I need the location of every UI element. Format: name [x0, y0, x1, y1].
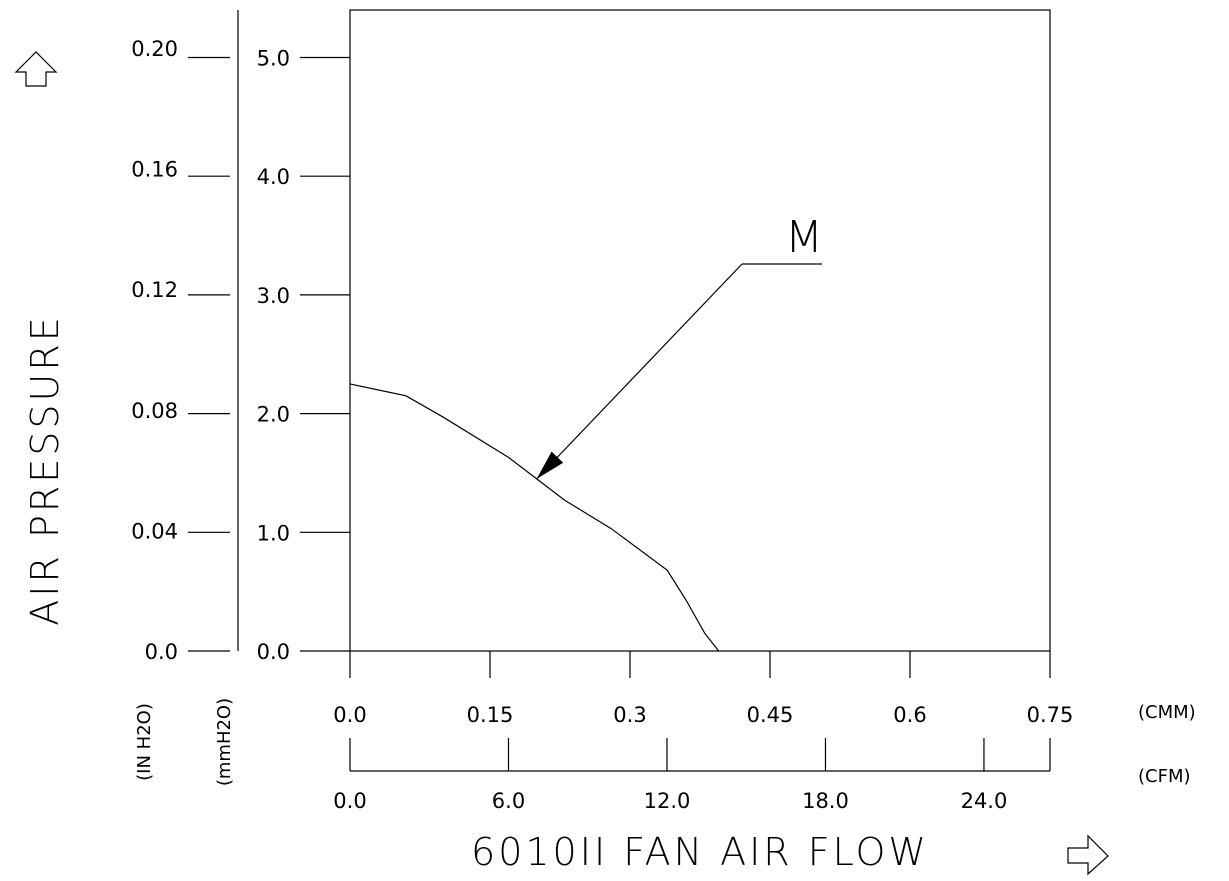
x-tick-label-cfm: 18.0	[802, 789, 849, 813]
x-tick-label-cfm: 12.0	[644, 789, 691, 813]
y-axis-title-group: AIR PRESSURE	[14, 51, 67, 626]
x-axis-title-group: 6010II FAN AIR FLOW	[471, 830, 1109, 876]
y-tick-label-mmh2o: 5.0	[257, 46, 290, 70]
x-tick-label-cfm: 24.0	[961, 789, 1008, 813]
x-unit-cfm: (CFM)	[1138, 766, 1191, 787]
y-axis-title: AIR PRESSURE	[23, 314, 67, 625]
y-tick-label-inh2o: 0.0	[145, 640, 178, 664]
y-tick-label-mmh2o: 1.0	[257, 521, 290, 545]
x-unit-cmm: (CMM)	[1138, 702, 1196, 723]
annotation-label-m: M	[785, 212, 823, 263]
x-tick-label-cmm: 0.3	[613, 703, 646, 727]
annotation-arrowhead-icon	[536, 451, 564, 479]
x-tick-label-cmm: 0.75	[1027, 703, 1074, 727]
y-tick-label-mmh2o: 3.0	[257, 284, 290, 308]
y-tick-label-inh2o: 0.04	[131, 519, 178, 543]
y-unit-mmh2o: (mmH2O)	[214, 698, 235, 786]
x-tick-label-cmm: 0.6	[893, 703, 926, 727]
x-tick-label-cmm: 0.45	[747, 703, 794, 727]
y-tick-label-mmh2o: 2.0	[257, 403, 290, 427]
y-axes: 0.0 1.0 2.0 3.0 4.0 5.0 0.0 0.04 0.08 0.12 0.16 0.2…	[131, 10, 350, 664]
x-tick-label-cfm: 6.0	[492, 789, 525, 813]
y-unit-inh2o: (IN H2O)	[134, 703, 155, 781]
y-tick-label-inh2o: 0.20	[131, 37, 178, 61]
y-tick-label-inh2o: 0.12	[131, 278, 178, 302]
x-arrow-right-icon	[1067, 834, 1109, 876]
annotation-leader-line	[536, 263, 743, 480]
plot-border	[349, 9, 1051, 652]
y-tick-label-inh2o: 0.08	[131, 399, 178, 423]
plot-frame	[349, 9, 1051, 652]
x-axis-title: 6010II FAN AIR FLOW	[471, 830, 929, 874]
x-tick-label-cmm: 0.0	[333, 703, 366, 727]
y-arrow-up-icon	[14, 51, 58, 87]
y-tick-label-mmh2o: 0.0	[257, 640, 290, 664]
annotation-group: M	[536, 212, 823, 480]
pq-curve-m	[349, 383, 720, 652]
x-axes: 0.0 0.15 0.3 0.45 0.6 0.75 0.0 6.0 12.0 18.0 24.0	[333, 651, 1073, 813]
y-tick-label-inh2o: 0.16	[131, 158, 178, 182]
curves	[349, 383, 720, 652]
x-tick-label-cmm: 0.15	[467, 703, 514, 727]
x-tick-label-cfm: 0.0	[333, 789, 366, 813]
y-tick-label-mmh2o: 4.0	[257, 165, 290, 189]
